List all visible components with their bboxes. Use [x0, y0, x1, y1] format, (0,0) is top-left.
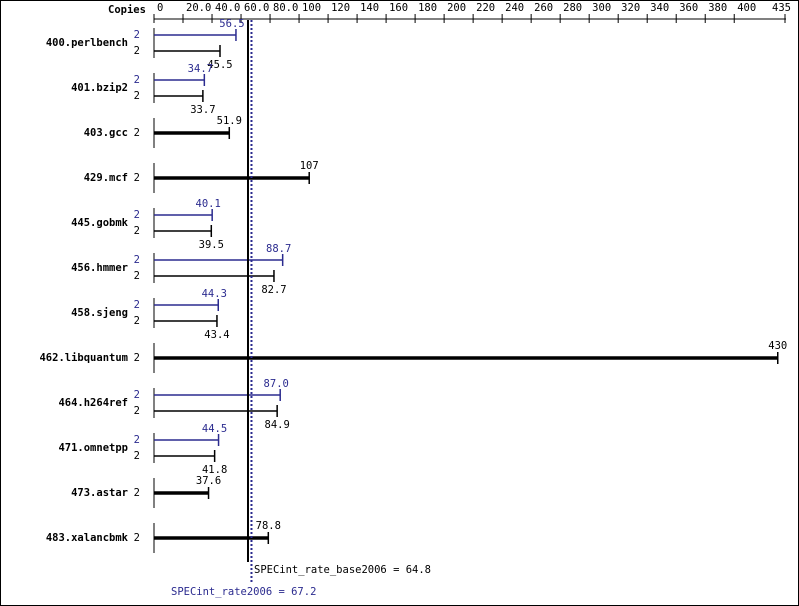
- value-label: 34.7: [188, 63, 213, 75]
- category-label: 429.mcf: [84, 172, 128, 184]
- copies-label: 2: [134, 352, 140, 364]
- x-tick-label: 435: [772, 2, 791, 14]
- copies-label: 2: [134, 29, 140, 41]
- value-label: 84.9: [265, 419, 290, 431]
- copies-label: 2: [134, 450, 140, 462]
- x-tick-label: 180: [418, 2, 437, 14]
- x-tick-label: 320: [621, 2, 640, 14]
- value-label: 41.8: [202, 464, 227, 476]
- x-tick-label: 100: [302, 2, 321, 14]
- x-tick-label: 300: [592, 2, 611, 14]
- copies-label: 2: [134, 45, 140, 57]
- value-label: 33.7: [190, 104, 215, 116]
- x-tick-label: 380: [708, 2, 727, 14]
- value-label: 43.4: [204, 329, 229, 341]
- value-label: 430: [768, 340, 787, 352]
- value-label: 40.1: [196, 198, 221, 210]
- copies-label: 2: [134, 434, 140, 446]
- value-label: 88.7: [266, 243, 291, 255]
- copies-label: 2: [134, 315, 140, 327]
- copies-label: 2: [134, 487, 140, 499]
- copies-label: 2: [134, 270, 140, 282]
- category-label: 464.h264ref: [58, 397, 128, 409]
- x-tick-label: 280: [563, 2, 582, 14]
- copies-label: 2: [134, 209, 140, 221]
- x-tick-label: 400: [737, 2, 756, 14]
- x-tick-label: 60.0: [244, 2, 269, 14]
- x-tick-label: 240: [505, 2, 524, 14]
- x-tick-label: 120: [331, 2, 350, 14]
- value-label: 78.8: [256, 520, 281, 532]
- category-label: 456.hmmer: [71, 262, 128, 274]
- category-label: 400.perlbench: [46, 37, 128, 49]
- x-tick-label: 80.0: [273, 2, 298, 14]
- value-label: 44.5: [202, 423, 227, 435]
- x-tick-label: 160: [389, 2, 408, 14]
- category-label: 483.xalancbmk: [46, 532, 129, 544]
- x-tick-label: 220: [476, 2, 495, 14]
- x-tick-label: 340: [650, 2, 669, 14]
- value-label: 87.0: [264, 378, 289, 390]
- copies-label: 2: [134, 90, 140, 102]
- value-label: 39.5: [199, 239, 224, 251]
- base-annotation: SPECint_rate_base2006 = 64.8: [254, 564, 431, 576]
- copies-label: 2: [134, 299, 140, 311]
- axis-label: Copies: [108, 4, 146, 16]
- category-label: 462.libquantum: [39, 352, 128, 364]
- value-label: 51.9: [217, 115, 242, 127]
- category-label: 445.gobmk: [71, 217, 129, 229]
- x-tick-label: 140: [360, 2, 379, 14]
- category-label: 473.astar: [71, 487, 128, 499]
- copies-label: 2: [134, 405, 140, 417]
- copies-label: 2: [134, 254, 140, 266]
- x-tick-label: 40.0: [215, 2, 240, 14]
- copies-label: 2: [134, 225, 140, 237]
- copies-label: 2: [134, 127, 140, 139]
- category-label: 403.gcc: [84, 127, 128, 139]
- x-tick-label: 200: [447, 2, 466, 14]
- copies-label: 2: [134, 172, 140, 184]
- value-label: 45.5: [207, 59, 232, 71]
- peak-annotation: SPECint_rate2006 = 67.2: [171, 586, 316, 598]
- value-label: 82.7: [261, 284, 286, 296]
- copies-label: 2: [134, 74, 140, 86]
- value-label: 56.5: [219, 18, 244, 30]
- category-label: 458.sjeng: [71, 307, 128, 319]
- value-label: 107: [300, 160, 319, 172]
- category-label: 471.omnetpp: [58, 442, 128, 454]
- x-tick-label: 20.0: [186, 2, 211, 14]
- x-tick-label: 260: [534, 2, 553, 14]
- copies-label: 2: [134, 389, 140, 401]
- category-label: 401.bzip2: [71, 82, 128, 94]
- value-label: 44.3: [202, 288, 227, 300]
- x-tick-label: 360: [679, 2, 698, 14]
- copies-label: 2: [134, 532, 140, 544]
- value-label: 37.6: [196, 475, 221, 487]
- x-tick-label: 0: [157, 2, 163, 14]
